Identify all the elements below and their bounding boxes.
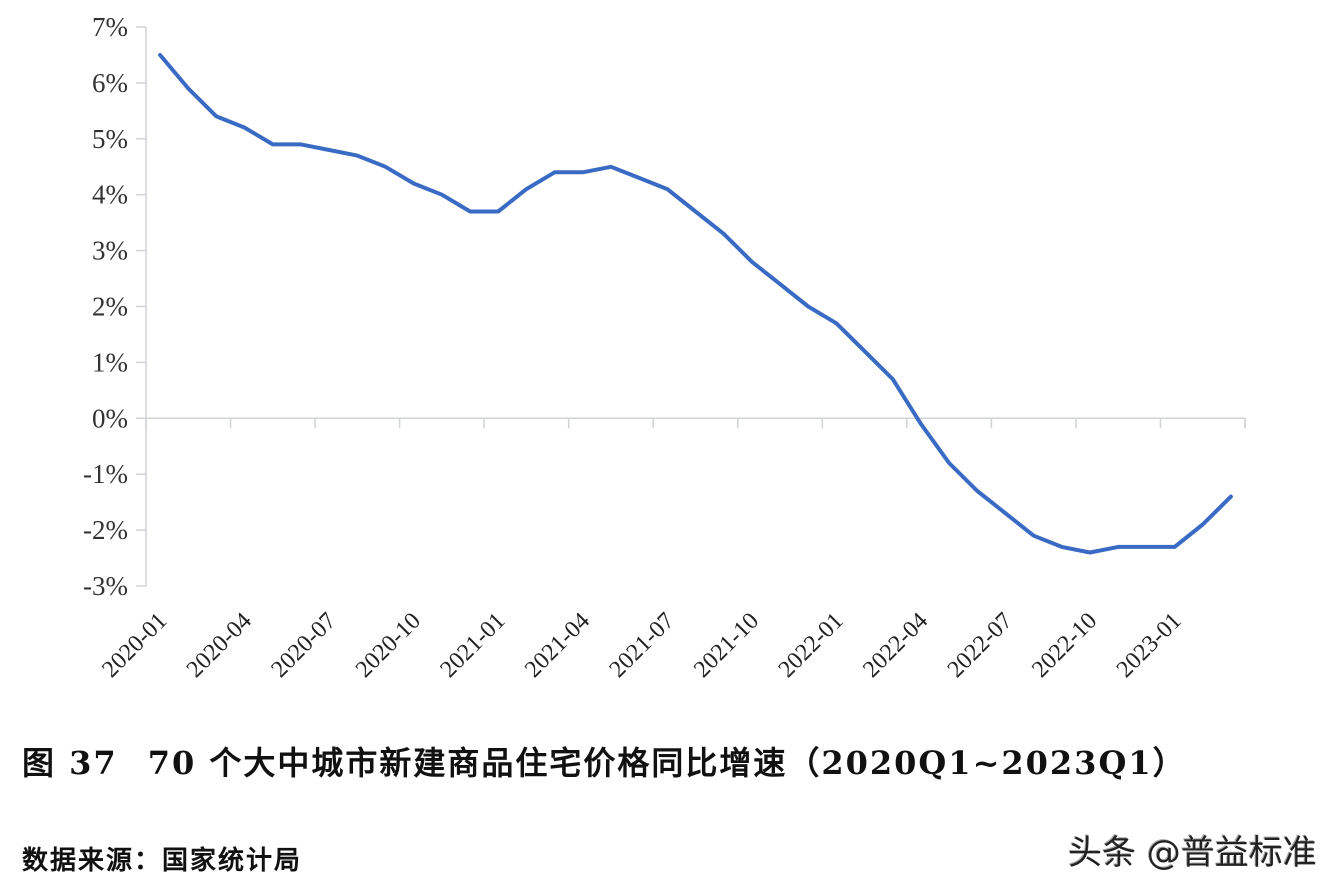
data-source: 数据来源：国家统计局	[22, 846, 303, 876]
x-tick-label: 2020-01	[97, 608, 172, 683]
y-tick-label: 5%	[92, 124, 128, 154]
x-tick-label: 2022-07	[943, 608, 1018, 683]
figure-number: 图 37	[22, 744, 118, 782]
x-tick-label: 2020-04	[182, 608, 257, 683]
y-tick-label: 4%	[92, 180, 128, 210]
figure-caption: 图 37 70 个大中城市新建商品住宅价格同比增速（2020Q1~2023Q1）	[22, 738, 1187, 784]
y-axis: 7% 6% 5% 4% 3% 2% 1% 0% -1% -2% -3%	[83, 12, 147, 601]
watermark: 头条 @普益标准	[1068, 833, 1317, 873]
y-tick-label: -1%	[83, 459, 128, 489]
y-tick-label: 7%	[92, 12, 128, 42]
line-chart: 7% 6% 5% 4% 3% 2% 1% 0% -1% -2% -3% 2020-01 2020-04…	[83, 12, 1246, 683]
x-tick-label: 2021-04	[520, 608, 595, 683]
x-tick-label: 2022-10	[1027, 608, 1102, 683]
y-tick-label: -3%	[83, 571, 128, 601]
x-tick-label: 2021-07	[605, 608, 680, 683]
x-tick-label: 2023-01	[1112, 608, 1187, 683]
y-tick-label: 3%	[92, 236, 128, 266]
y-tick-label: 1%	[92, 347, 128, 377]
x-tick-label: 2021-01	[436, 608, 511, 683]
x-tick-label: 2020-10	[351, 608, 426, 683]
x-tick-label: 2020-07	[266, 608, 341, 683]
y-tick-label: 6%	[92, 68, 128, 98]
x-tick-label: 2022-04	[858, 608, 933, 683]
x-tick-label: 2021-10	[689, 608, 764, 683]
price-growth-line	[158, 53, 1233, 555]
y-tick-label: -2%	[83, 515, 128, 545]
x-tick-label: 2022-01	[774, 608, 849, 683]
y-tick-label: 2%	[92, 292, 128, 322]
y-tick-label: 0%	[92, 403, 128, 433]
figure-title: 70 个大中城市新建商品住宅价格同比增速（2020Q1~2023Q1）	[147, 744, 1187, 782]
series-line	[158, 53, 1233, 555]
